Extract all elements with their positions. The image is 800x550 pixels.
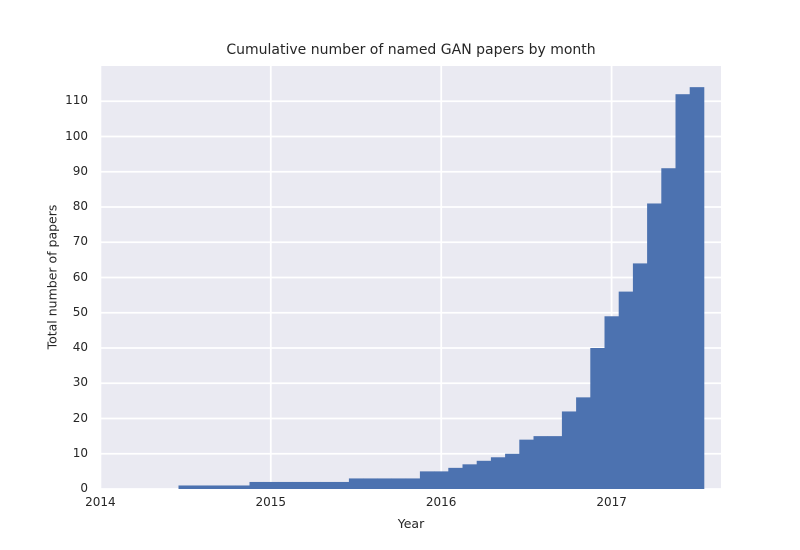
bar-2014-07 <box>178 485 194 489</box>
bar-2015-11 <box>405 478 421 489</box>
x-tick-2014: 2014 <box>85 495 116 509</box>
bar-2016-05 <box>490 457 506 489</box>
bar-2016-12 <box>590 348 605 489</box>
bar-2017-07 <box>689 87 705 490</box>
x-tick-2017: 2017 <box>596 495 627 509</box>
bar-2015-04 <box>306 481 321 489</box>
bar-2016-07 <box>519 439 534 489</box>
bar-2015-08 <box>363 478 378 489</box>
bar-2017-02 <box>618 291 634 489</box>
x-tick-2016: 2016 <box>425 495 457 509</box>
y-tick-10: 10 <box>72 445 88 460</box>
bar-2017-01 <box>604 316 620 489</box>
y-tick-40: 40 <box>72 340 88 354</box>
bar-2014-10 <box>221 485 236 489</box>
y-tick-80: 80 <box>72 199 88 213</box>
bar-2016-11 <box>576 397 591 489</box>
bar-2017-05 <box>661 168 676 489</box>
y-tick-30: 30 <box>72 375 88 390</box>
bar-2016-04 <box>476 460 492 489</box>
bar-2017-03 <box>632 263 648 489</box>
y-tick-60: 60 <box>72 269 88 284</box>
bar-2015-03 <box>292 481 307 489</box>
bar-2015-05 <box>320 481 336 489</box>
bar-2015-10 <box>391 478 407 489</box>
bar-2016-06 <box>505 453 520 489</box>
y-tick-100: 100 <box>65 128 88 143</box>
y-tick-90: 90 <box>72 163 88 178</box>
y-tick-70: 70 <box>72 234 88 249</box>
bar-2014-09 <box>206 485 222 489</box>
bar-2015-01 <box>263 481 279 489</box>
bar-2014-08 <box>192 485 208 489</box>
bar-2015-09 <box>377 478 392 489</box>
bar-2014-12 <box>249 481 265 489</box>
y-tick-50: 50 <box>72 304 88 319</box>
bar-2016-03 <box>462 464 478 489</box>
bar-2015-02 <box>277 481 293 489</box>
bar-2016-09 <box>547 436 563 489</box>
bar-2016-10 <box>561 411 577 489</box>
bar-2014-11 <box>235 485 250 489</box>
bar-2015-06 <box>334 481 350 489</box>
bar-2017-06 <box>675 94 691 489</box>
bar-2015-12 <box>419 471 435 489</box>
bar-2017-04 <box>647 203 662 489</box>
bar-2015-07 <box>348 478 364 489</box>
bar-2016-01 <box>434 471 449 489</box>
y-tick-110: 110 <box>65 93 88 108</box>
chart-title: Cumulative number of named GAN papers by… <box>226 42 596 58</box>
y-tick-0: 0 <box>80 481 88 495</box>
bar-2016-08 <box>533 436 549 489</box>
x-tick-2015: 2015 <box>255 495 287 509</box>
bar-2016-02 <box>448 467 463 489</box>
y-tick-20: 20 <box>72 410 88 425</box>
x-axis-label: Year <box>397 516 425 531</box>
